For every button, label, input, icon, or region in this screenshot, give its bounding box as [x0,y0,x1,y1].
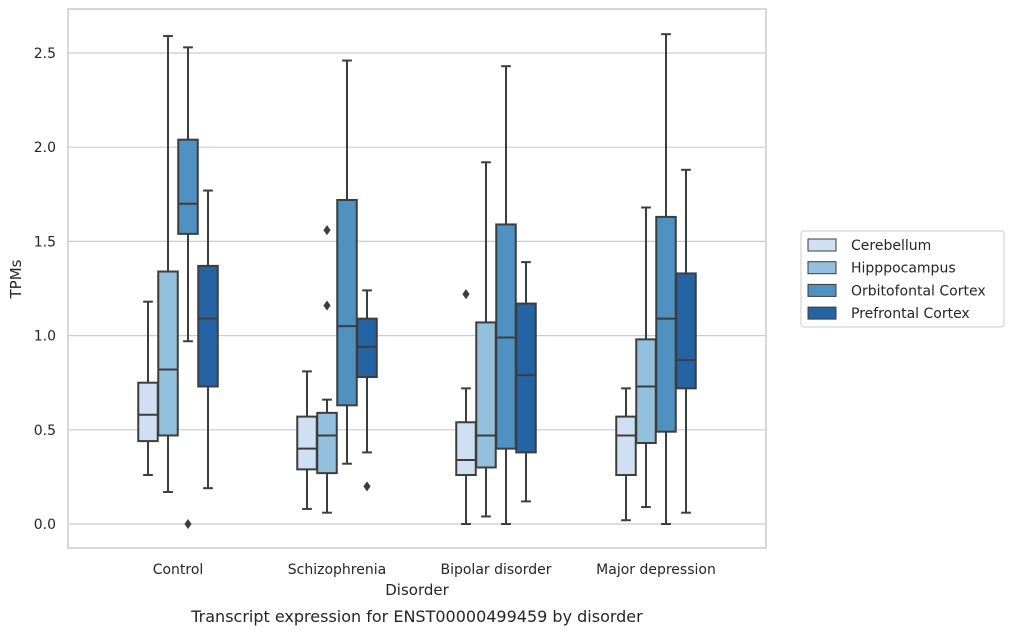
box-orbitofontal-cortex-schizophrenia [336,59,358,465]
y-tick-label: 0.0 [34,517,56,533]
legend-label-hipppocampus: Hipppocampus [851,261,956,277]
y-tick-label: 0.5 [34,423,56,439]
legend-swatch-hipppocampus [807,261,837,275]
legend-swatch-cerebellum [807,238,837,252]
y-axis-label: TPMs [7,259,25,299]
box-hipppocampus-major-depression [635,206,657,509]
x-tick-label: Control [153,562,204,578]
box-iqr [137,381,159,443]
box-iqr [675,272,697,390]
x-tick-label: Schizophrenia [288,562,386,578]
outlier-point [462,289,470,300]
y-tick-label: 1.0 [34,329,56,345]
box-iqr [296,415,318,471]
box-iqr [157,270,179,437]
legend-label-cerebellum: Cerebellum [851,238,931,254]
box-cerebellum-schizophrenia [296,370,318,510]
box-orbitofontal-cortex-bipolar-disorder [495,65,517,525]
box-prefrontal-cortex-major-depression [675,168,697,514]
legend-swatch-orbitofontal-cortex [807,283,837,297]
plot-frame [67,8,767,549]
y-tick-label: 2.0 [34,140,56,156]
box-prefrontal-cortex-control [197,189,219,490]
box-prefrontal-cortex-schizophrenia [356,289,378,492]
box-iqr [177,138,199,235]
box-iqr [197,264,219,388]
box-iqr [455,421,477,477]
legend-swatch-prefrontal-cortex [807,306,837,320]
box-cerebellum-control [137,300,159,477]
box-cerebellum-bipolar-disorder [455,289,477,525]
y-tick-labels: 0.0 0.5 1.0 1.5 2.0 2.5 [34,46,56,533]
box-cerebellum-major-depression [615,387,637,522]
box-iqr [635,338,657,444]
outlier-point [323,225,331,236]
outlier-point [184,519,192,529]
box-groups [137,33,697,529]
legend-frame [800,230,1005,328]
x-tick-labels: Control Schizophrenia Bipolar disorder Majo… [153,562,716,578]
box-orbitofontal-cortex-major-depression [655,33,677,525]
box-hipppocampus-schizophrenia [316,225,338,514]
legend-label-prefrontal-cortex: Prefrontal Cortex [851,306,970,322]
box-iqr [655,215,677,433]
y-tick-label: 2.5 [34,46,56,62]
outlier-point [363,481,371,492]
box-iqr [615,415,637,477]
x-tick-label: Bipolar disorder [440,562,551,578]
x-axis-label: Disorder [385,581,449,599]
y-tick-label: 1.5 [34,234,56,250]
legend-label-orbitofontal-cortex: Orbitofontal Cortex [851,283,986,299]
box-iqr [515,302,537,454]
legend: Cerebellum Hipppocampus Orbitofontal Corte… [800,230,1005,328]
chart-caption: Transcript expression for ENST0000049945… [190,607,643,626]
box-orbitofontal-cortex-control [177,46,199,529]
box-iqr [336,198,358,407]
outlier-point [323,300,331,311]
box-iqr [316,411,338,475]
box-hipppocampus-bipolar-disorder [475,161,497,518]
box-prefrontal-cortex-bipolar-disorder [515,261,537,503]
x-tick-label: Major depression [596,562,716,578]
box-iqr [475,321,497,469]
box-hipppocampus-control [157,35,179,493]
